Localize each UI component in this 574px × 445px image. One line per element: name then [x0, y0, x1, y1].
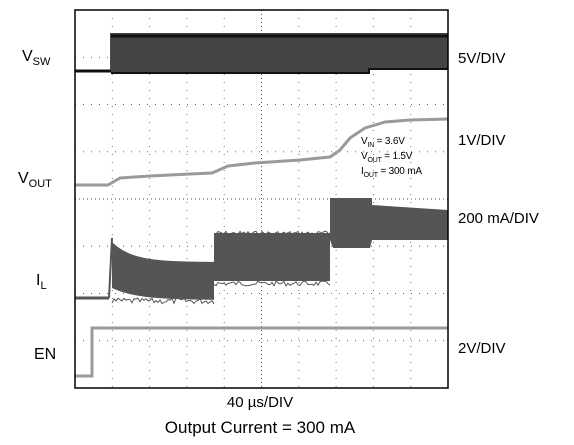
condition-vin-sym: V	[361, 136, 368, 147]
il-ripple-band-3	[330, 198, 448, 248]
vsw-switching-band-2	[369, 33, 448, 69]
condition-vout-value: = 1.5V	[381, 151, 413, 162]
condition-vout-sym: V	[361, 151, 368, 162]
il-label-sub: L	[40, 280, 47, 293]
il-ripple-band-1	[112, 242, 214, 300]
channel-label-vout: VOUT	[18, 170, 52, 190]
scale-vout: 1V/DIV	[458, 132, 506, 149]
vsw-label-sub: SW	[32, 56, 51, 69]
scale-il: 200 mA/DIV	[458, 210, 539, 227]
condition-vin-value: = 3.6V	[374, 136, 405, 147]
il-initial-edge	[108, 237, 113, 299]
condition-iout-sym: I	[361, 166, 364, 177]
vsw-switching-band-1	[111, 33, 369, 73]
condition-iout: IOUT = 300 mA	[361, 166, 422, 179]
vout-label-sub: OUT	[28, 178, 52, 191]
vout-trace	[75, 117, 449, 187]
plot-frame	[74, 9, 449, 389]
condition-vout-sub: OUT	[367, 157, 382, 164]
il-label-main: I	[36, 272, 41, 289]
il-ripple-edge-bottom-1	[111, 297, 215, 305]
il-ripple-edge-top-2	[213, 230, 331, 237]
condition-vout: VOUT = 1.5V	[361, 151, 412, 164]
en-label-main: EN	[34, 346, 57, 363]
vout-label-main: V	[18, 170, 29, 187]
channel-label-vsw: VSW	[22, 48, 50, 68]
x-axis-label: 40 µs/DIV	[226, 394, 294, 411]
il-ripple-band-2	[214, 233, 330, 281]
scale-vsw: 5V/DIV	[458, 50, 506, 67]
channel-label-il: IL	[36, 272, 47, 292]
figure-caption: Output Current = 300 mA	[164, 418, 356, 437]
vsw-low-rail	[111, 68, 448, 74]
traces	[75, 33, 449, 378]
scale-en: 2V/DIV	[458, 340, 506, 357]
il-ripple-edge-bottom-2	[213, 280, 331, 287]
en-trace	[75, 326, 448, 378]
condition-vin: VIN = 3.6V	[361, 136, 405, 149]
condition-iout-value: = 300 mA	[377, 166, 422, 177]
condition-vin-sub: IN	[367, 142, 375, 149]
channel-label-en: EN	[34, 346, 56, 364]
condition-iout-sub: OUT	[363, 172, 378, 179]
vsw-label-main: V	[22, 48, 33, 65]
